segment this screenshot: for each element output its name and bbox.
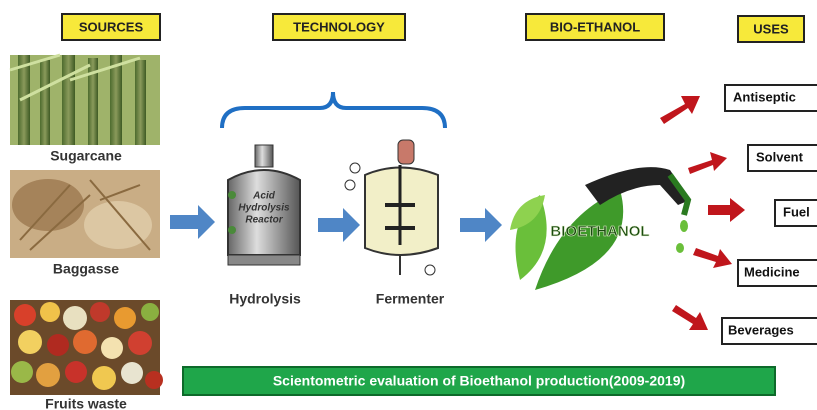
diagram: SOURCES TECHNOLOGY BIO-ETHANOL USES Suga… xyxy=(0,0,817,410)
reactor-label: Hydrolysis xyxy=(238,203,290,214)
use-label: Antiseptic xyxy=(733,89,796,104)
reactor-label: Reactor xyxy=(245,215,283,226)
fermenter-icon xyxy=(345,140,438,275)
header: SOURCES xyxy=(79,19,144,34)
reactor-label: Acid xyxy=(252,191,276,202)
flow-arrow xyxy=(460,208,502,242)
use-arrows xyxy=(660,96,745,330)
source-label: Baggasse xyxy=(53,261,119,277)
product-label: BIOETHANOL xyxy=(550,223,649,240)
header-boxes xyxy=(62,14,804,42)
baggasse-image xyxy=(10,170,160,258)
header: TECHNOLOGY xyxy=(293,19,385,34)
use-label: Beverages xyxy=(728,322,794,337)
source-label: Fruits waste xyxy=(45,396,127,410)
sugarcane-image xyxy=(10,55,160,145)
flow-arrow xyxy=(318,208,360,242)
brace xyxy=(222,92,445,128)
fruits-image xyxy=(10,300,163,395)
step-label: Hydrolysis xyxy=(229,291,301,307)
source-label: Sugarcane xyxy=(50,148,122,164)
step-label: Fermenter xyxy=(376,291,445,307)
use-label: Solvent xyxy=(756,149,804,164)
header: USES xyxy=(753,21,789,36)
header: BIO-ETHANOL xyxy=(550,19,640,34)
use-label: Medicine xyxy=(744,264,800,279)
use-label: Fuel xyxy=(783,204,810,219)
flow-arrow xyxy=(170,205,215,239)
footer-text: Scientometric evaluation of Bioethanol p… xyxy=(273,373,685,389)
